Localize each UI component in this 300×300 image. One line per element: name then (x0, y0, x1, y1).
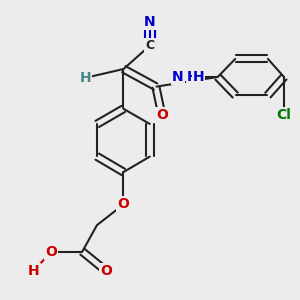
Text: O: O (100, 264, 112, 278)
Text: H: H (28, 264, 40, 278)
Text: N: N (172, 70, 184, 84)
Text: O: O (156, 108, 168, 122)
Text: H: H (193, 70, 204, 84)
Text: C: C (146, 39, 154, 52)
Text: O: O (45, 244, 57, 259)
Text: H: H (187, 70, 199, 84)
Text: N: N (144, 15, 156, 29)
Text: H: H (80, 71, 91, 85)
Text: N: N (172, 70, 184, 84)
Text: O: O (118, 197, 129, 212)
Text: Cl: Cl (277, 108, 291, 122)
